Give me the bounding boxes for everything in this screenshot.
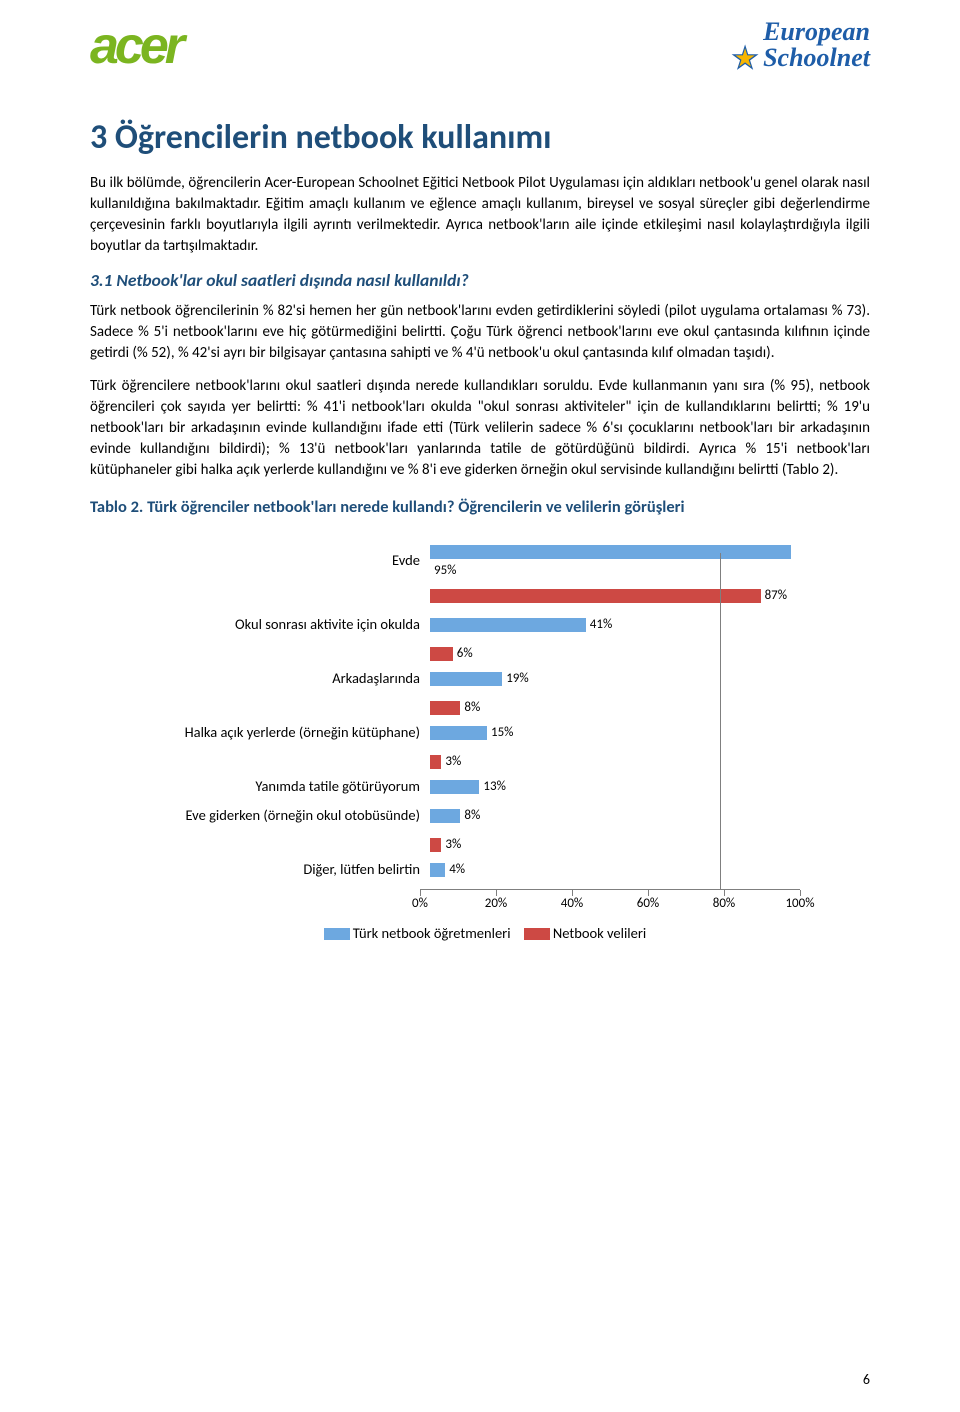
bar-cell: 15% [430,723,810,742]
acer-logo: acer [90,20,181,72]
bar-row: Evde 95% [120,542,840,580]
bar-group: Eve giderken (örneğin okul otobüsünde) 8% [120,806,840,825]
bar-group: Okul sonrası aktivite için okulda 41% [120,615,840,634]
category-label: Diğer, lütfen belirtin [120,861,430,878]
bar-cell: 41% [430,615,810,634]
bar-students [430,618,586,632]
paragraph-3: Türk öğrencilere netbook'larını okul saa… [90,376,870,481]
bar-value-label: 4% [449,862,465,877]
european-schoolnet-logo: European Schoolnet [731,20,870,73]
bar-parents [430,755,441,769]
bar-row: 3% [120,835,840,854]
chart-x-axis: 0%20%40%60%80%100% [420,889,800,914]
bar-value-label: 8% [464,808,480,823]
bar-parents [430,647,453,661]
bar-chart: Evde 95% 87% Okul sonrası aktivite için oku… [90,542,870,942]
bar-cell: 3% [430,835,810,854]
category-label: Yanımda tatile götürüyorum [120,778,430,795]
bar-value-label: 41% [590,617,612,632]
bar-parents [430,701,460,715]
bar-group: 3% Yanımda tatile götürüyorum 13% [120,752,840,796]
bar-group: 6% Arkadaşlarında 19% [120,644,840,688]
eun-logo-bottom-text: Schoolnet [763,43,870,73]
bar-parents [430,838,441,852]
bar-group: 8% Halka açık yerlerde (örneğin kütüphane… [120,698,840,742]
bar-row: Diğer, lütfen belirtin 4% [120,860,840,879]
bar-students [430,726,487,740]
bar-cell: 6% [430,644,810,663]
category-label: Arkadaşlarında [120,670,430,687]
bar-group: 3% Diğer, lütfen belirtin 4% [120,835,840,879]
category-label: Eve giderken (örneğin okul otobüsünde) [120,807,430,824]
chart-y-axis-line [720,553,721,890]
subsection-heading: 3.1 Netbook'lar okul saatleri dışında na… [90,269,870,291]
bar-value-label: 15% [491,725,513,740]
bar-students [430,809,460,823]
legend-label-parents: Netbook velileri [553,924,646,942]
paragraph-2: Türk netbook öğrencilerinin % 82'si heme… [90,301,870,364]
axis-tick-label: 100% [785,896,814,911]
bar-value-label: 95% [434,563,456,578]
bar-cell: 4% [430,860,810,879]
category-label: Halka açık yerlerde (örneğin kütüphane) [120,724,430,741]
legend-swatch-students [324,928,350,940]
axis-tick-label: 20% [485,896,507,911]
bar-row: 6% [120,644,840,663]
bar-row: Eve giderken (örneğin okul otobüsünde) 8% [120,806,840,825]
page-number: 6 [863,1371,870,1388]
legend-label-students: Türk netbook öğretmenleri [353,924,511,942]
bar-row: 8% [120,698,840,717]
category-label: Okul sonrası aktivite için okulda [120,616,430,633]
axis-tick-label: 40% [561,896,583,911]
bar-parents [430,589,761,603]
bar-value-label: 19% [506,671,528,686]
bar-cell: 8% [430,806,810,825]
paragraph-intro: Bu ilk bölümde, öğrencilerin Acer-Europe… [90,173,870,257]
eun-logo-top-text: European [731,20,870,43]
bar-row: 3% [120,752,840,771]
bar-row: Okul sonrası aktivite için okulda 41% [120,615,840,634]
bar-students [430,780,479,794]
bar-cell: 19% [430,669,810,688]
bar-row: 87% [120,586,840,605]
chart-legend: Türk netbook öğretmenleri Netbook velile… [90,924,870,942]
bar-students [430,672,502,686]
star-icon [731,44,759,72]
bar-cell: 13% [430,777,810,796]
axis-tick-label: 80% [713,896,735,911]
document-page: acer European Schoolnet 3 Öğrencilerin n… [0,0,960,1412]
bar-cell: 95% [430,542,810,580]
bar-value-label: 8% [464,700,480,715]
bar-row: Halka açık yerlerde (örneğin kütüphane) 1… [120,723,840,742]
bar-row: Arkadaşlarında 19% [120,669,840,688]
bar-students [430,545,791,559]
bar-value-label: 3% [445,837,461,852]
legend-swatch-parents [524,928,550,940]
bar-value-label: 6% [457,646,473,661]
bar-students [430,863,445,877]
bar-cell: 87% [430,586,810,605]
bar-value-label: 13% [483,779,505,794]
table-caption: Tablo 2. Türk öğrenciler netbook'ları ne… [90,495,870,520]
axis-tick-label: 0% [412,896,428,911]
bar-cell: 3% [430,752,810,771]
category-label: Evde [120,552,430,569]
bar-value-label: 3% [445,754,461,769]
section-heading: 3 Öğrencilerin netbook kullanımı [90,118,870,159]
page-header: acer European Schoolnet [90,20,870,90]
bar-cell: 8% [430,698,810,717]
eun-logo-bottom-row: Schoolnet [731,43,870,73]
bar-value-label: 87% [765,588,787,603]
axis-tick-label: 60% [637,896,659,911]
bar-row: Yanımda tatile götürüyorum 13% [120,777,840,796]
bar-group: Evde 95% 87% [120,542,840,605]
